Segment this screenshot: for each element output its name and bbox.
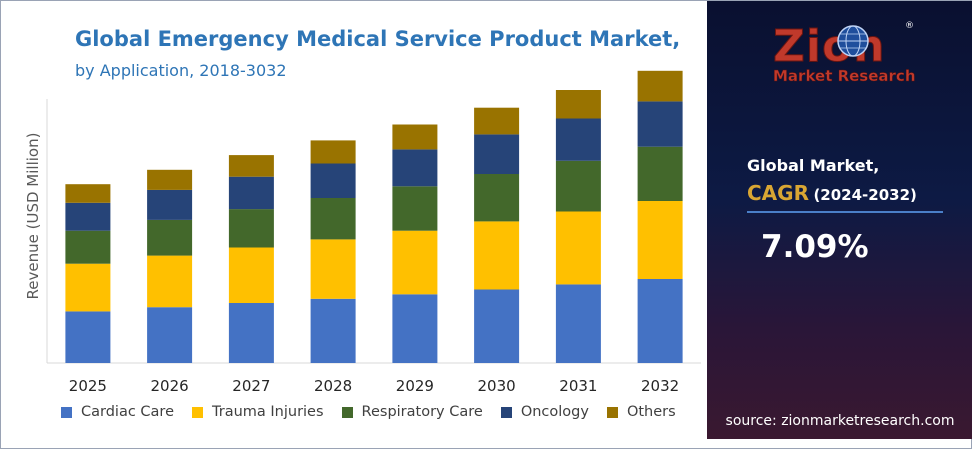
bar-2029-respiratory-care [392,186,438,231]
legend-label: Respiratory Care [361,404,483,420]
cagr-line: CAGR (2024-2032) [747,181,917,205]
logo-registered-mark: ® [905,21,914,31]
bar-2032-respiratory-care [637,146,683,201]
legend: Cardiac Care Trauma Injuries Respiratory C… [61,402,694,422]
cagr-label: CAGR [747,181,809,205]
bar-2029-trauma-injuries [392,230,438,295]
cagr-period: (2024-2032) [813,186,917,204]
x-tick-label: 2026 [151,377,189,395]
zion-logo: Zion ® Market Research [773,21,916,86]
x-tick-label: 2030 [478,377,516,395]
bar-2025-oncology [65,202,111,231]
bar-2030-trauma-injuries [474,221,520,290]
legend-swatch [192,406,203,418]
cagr-value: 7.09% [761,229,869,265]
bar-2027-cardiac-care [228,303,274,363]
bar-2025-others [65,184,111,203]
bar-2028-others [310,140,356,164]
bar-2026-respiratory-care [147,219,193,256]
bar-2028-cardiac-care [310,298,356,363]
bar-2031-cardiac-care [555,284,601,363]
bar-2030-respiratory-care [474,174,520,222]
legend-swatch [61,406,72,418]
info-panel: Zion ® Market Research Global Market, CA… [707,1,972,439]
bar-2028-respiratory-care [310,198,356,240]
legend-item: Respiratory Care [341,404,483,420]
chart-subtitle: by Application, 2018-3032 [75,61,287,80]
legend-item: Trauma Injuries [192,404,324,420]
logo-brand-bottom: Market Research [773,67,915,85]
bar-2025-cardiac-care [65,311,111,363]
legend-label: Cardiac Care [81,404,174,420]
bars-group [65,70,683,363]
cagr-divider [747,211,943,213]
x-tick-label: 2031 [559,377,597,395]
x-tick-label: 2028 [314,377,352,395]
source-text: source: zionmarketresearch.com [725,413,955,429]
bar-2030-others [474,107,520,135]
logo-brand-top: Zion [773,21,886,72]
legend-swatch [500,406,512,418]
bar-2026-trauma-injuries [147,255,193,308]
bar-2030-cardiac-care [474,289,520,363]
bar-2026-cardiac-care [147,307,193,363]
bar-2028-oncology [310,163,356,198]
x-tick-label: 2025 [69,377,107,395]
x-ticks-group: 2025 2026 2027 2028 2029 2030 2031 2032 [69,377,679,395]
bar-2031-others [555,90,601,119]
bar-2031-respiratory-care [555,160,601,212]
bar-2027-trauma-injuries [228,247,274,303]
globe-icon [837,25,869,57]
legend-item: Cardiac Care [61,404,174,420]
x-tick-label: 2032 [641,377,679,395]
legend-item: Others [606,404,676,420]
bar-2032-oncology [637,101,683,147]
bar-2029-oncology [392,149,438,187]
bar-2031-trauma-injuries [555,211,601,285]
chart-title: Global Emergency Medical Service Product… [75,27,681,51]
bar-2027-oncology [228,176,274,210]
legend-label: Trauma Injuries [212,404,324,420]
bar-2027-respiratory-care [228,209,274,248]
global-market-label: Global Market, [747,156,880,175]
legend-label: Others [626,404,676,420]
bar-2029-others [392,124,438,150]
bar-2025-trauma-injuries [65,263,111,312]
bar-2031-oncology [555,118,601,161]
x-tick-label: 2027 [232,377,270,395]
plot: 2025 2026 2027 2028 2029 2030 2031 2032 [46,70,701,395]
bar-2028-trauma-injuries [310,239,356,299]
bar-2032-cardiac-care [637,279,683,363]
legend-swatch [341,406,353,418]
bar-2032-trauma-injuries [637,201,683,279]
legend-swatch [606,406,618,418]
bar-2025-respiratory-care [65,230,111,264]
x-tick-label: 2029 [396,377,434,395]
bar-2026-oncology [147,189,193,220]
bar-2026-others [147,169,193,190]
legend-label: Oncology [520,404,589,420]
chart-area: Global Emergency Medical Service Product… [1,1,707,439]
bar-2032-others [637,70,683,102]
bar-2027-others [228,155,274,177]
bar-2030-oncology [474,134,520,174]
bar-2029-cardiac-care [392,294,438,363]
legend-item: Oncology [500,404,589,420]
